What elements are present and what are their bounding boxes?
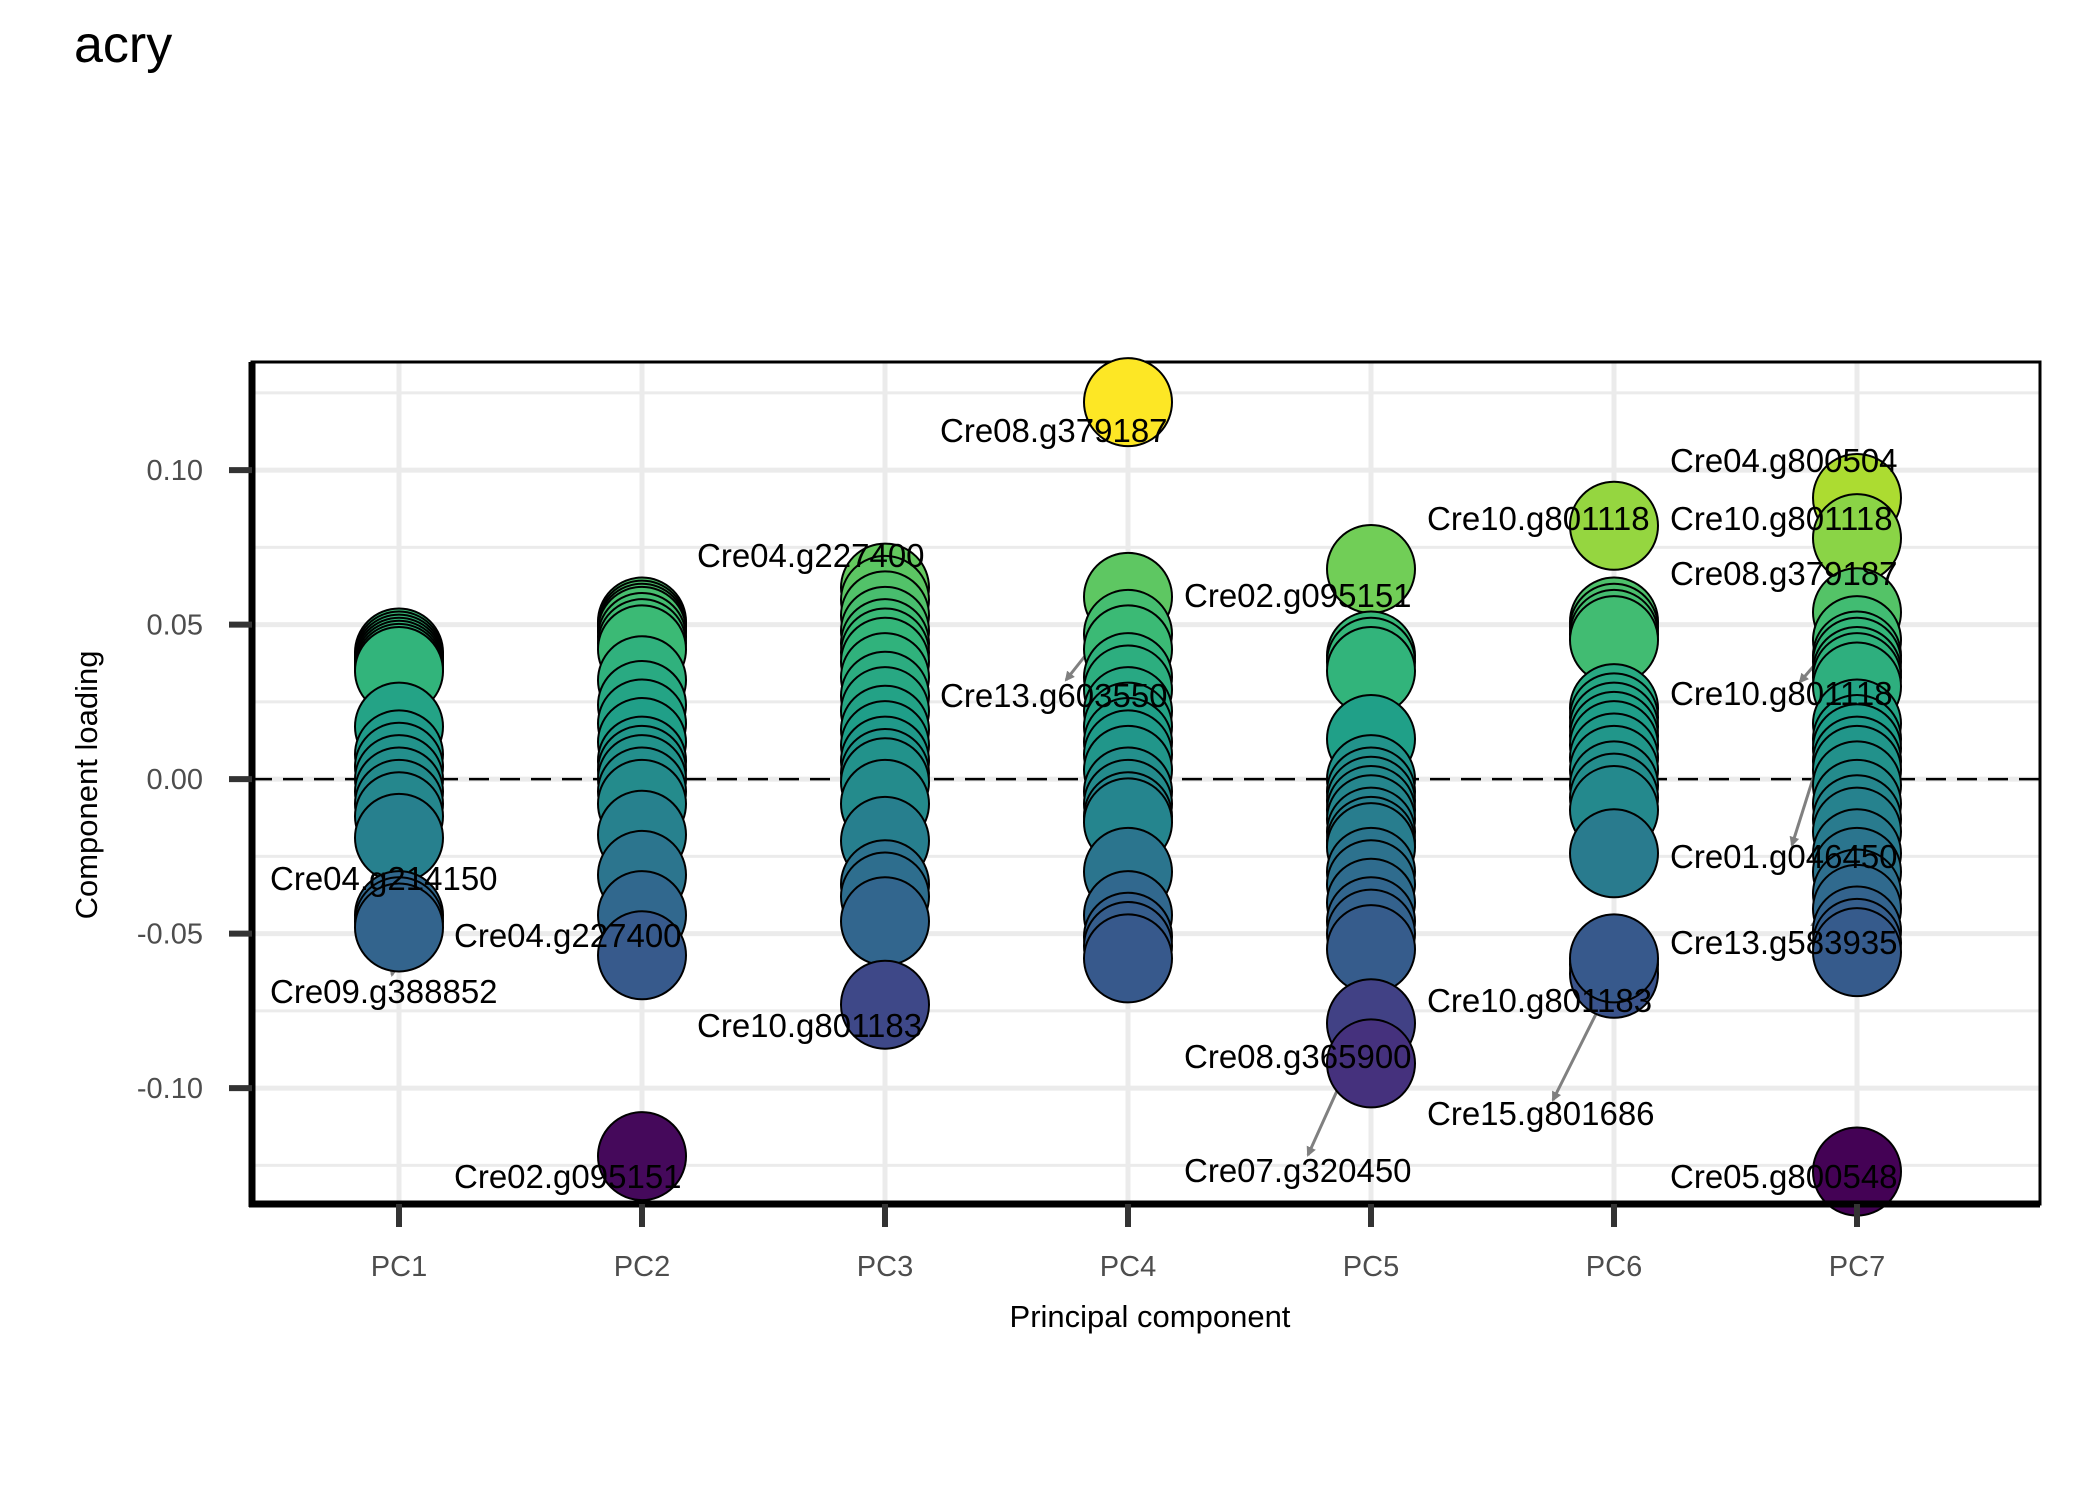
gene-label: Cre04.g800504	[1670, 442, 1898, 479]
y-tick-label: 0.05	[147, 610, 203, 642]
gene-label: Cre13.g583935	[1670, 924, 1898, 961]
gene-label: Cre09.g388852	[270, 973, 498, 1010]
gene-label: Cre13.g603550	[940, 677, 1168, 714]
gene-label: Cre15.g801686	[1427, 1095, 1655, 1132]
gene-label: Cre10.g801118	[1427, 500, 1650, 537]
data-point-pc1	[354, 882, 444, 973]
gene-label: Cre04.g214150	[270, 860, 498, 897]
data-point-pc6	[1569, 913, 1659, 1004]
y-tick-label: -0.05	[137, 919, 203, 951]
x-tick-label: PC3	[857, 1251, 913, 1283]
gene-label: Cre08.g365900	[1184, 1038, 1412, 1075]
data-point-pc2	[597, 1111, 687, 1202]
data-point-pc6	[1569, 808, 1659, 899]
data-point-pc4	[1083, 357, 1173, 448]
gene-label: Cre04.g227400	[454, 917, 682, 954]
gene-label: Cre08.g379187	[940, 412, 1168, 449]
x-axis-label: Principal component	[1010, 1299, 1291, 1334]
data-point-pc6	[1569, 480, 1659, 571]
gene-label: Cre04.g227400	[697, 537, 925, 574]
gene-label: Cre01.g046450	[1670, 838, 1898, 875]
x-tick-label: PC5	[1343, 1251, 1399, 1283]
data-point-pc3	[840, 959, 930, 1050]
x-tick-label: PC4	[1100, 1251, 1156, 1283]
gene-label: Cre10.g801118	[1670, 500, 1893, 537]
y-tick-label: -0.10	[137, 1073, 203, 1105]
gene-labels: Cre04.g214150 Cre09.g388852 Cre04.g227400 C…	[270, 412, 1898, 1195]
gene-label: Cre05.g800548	[1670, 1158, 1898, 1195]
gene-label: Cre10.g801118	[1670, 675, 1893, 712]
x-tick-label: PC2	[614, 1251, 670, 1283]
data-point-pc2	[597, 910, 687, 1001]
x-tick-label: PC6	[1586, 1251, 1642, 1283]
axes: -0.10 -0.05 0.00 0.05 0.10 PC1 PC2 PC3 PC4 PC5 PC6…	[137, 362, 2040, 1283]
data-point-pc4	[1083, 913, 1173, 1004]
y-axis-label: Component loading	[69, 651, 104, 920]
gene-label: Cre10.g801183	[1427, 982, 1652, 1019]
gene-label: Cre02.g095151	[1184, 577, 1412, 614]
chart-title: acry	[74, 16, 172, 74]
data-point-pc5	[1326, 1018, 1416, 1109]
gene-label: Cre08.g379187	[1670, 555, 1898, 592]
data-points	[354, 357, 1902, 1217]
x-tick-label: PC1	[371, 1251, 427, 1283]
y-tick-label: 0.10	[147, 455, 203, 487]
gene-label: Cre02.g095151	[454, 1158, 682, 1195]
y-tick-label: 0.00	[147, 764, 203, 796]
data-point-pc7	[1812, 907, 1902, 998]
gene-label: Cre10.g801183	[697, 1007, 922, 1044]
x-tick-label: PC7	[1829, 1251, 1885, 1283]
gene-label: Cre07.g320450	[1184, 1152, 1412, 1189]
data-point-pc3	[840, 876, 930, 967]
